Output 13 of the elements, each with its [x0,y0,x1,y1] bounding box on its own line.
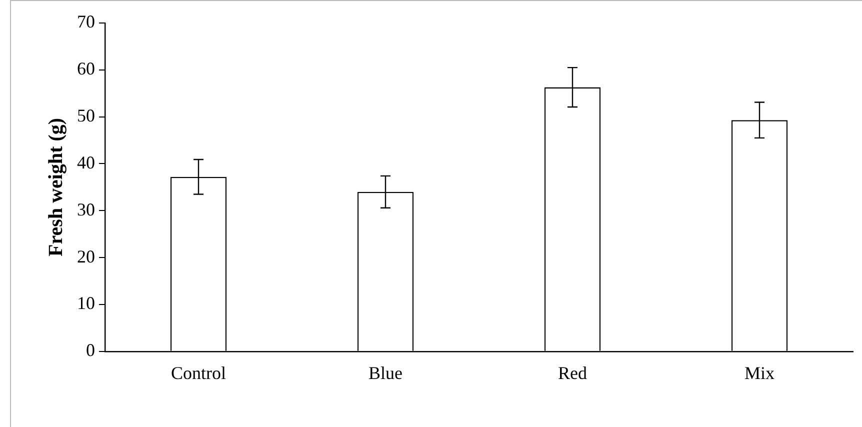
y-tick-label: 70 [77,12,95,32]
x-tick-label: Blue [368,362,403,383]
y-tick-label: 40 [77,152,95,172]
y-tick-label: 30 [77,199,95,220]
y-tick-label: 0 [86,340,95,360]
y-tick-label: 20 [77,246,95,266]
x-tick-label: Mix [744,362,775,383]
y-tick-label: 10 [77,293,95,314]
y-tick-label: 60 [77,58,95,79]
x-tick-label: Control [170,362,226,383]
y-tick-label: 50 [77,106,95,126]
x-tick-label: Red [558,362,587,383]
y-axis-title: Fresh weight (g) [45,118,68,256]
